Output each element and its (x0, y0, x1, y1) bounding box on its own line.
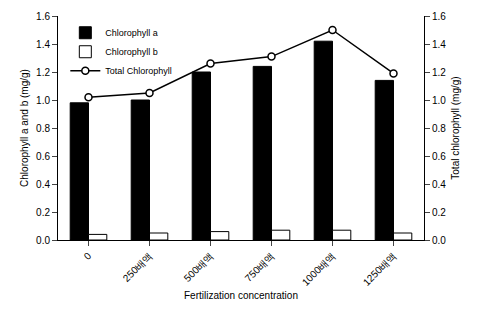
svg-text:Chlorophyll b: Chlorophyll b (105, 47, 158, 57)
svg-text:750배액: 750배액 (243, 250, 277, 284)
svg-text:0.2: 0.2 (36, 207, 50, 218)
svg-text:0.4: 0.4 (36, 179, 50, 190)
svg-text:1.6: 1.6 (36, 11, 50, 22)
svg-text:1000배액: 1000배액 (300, 250, 338, 288)
svg-text:1.4: 1.4 (36, 39, 50, 50)
svg-text:0: 0 (82, 250, 94, 262)
svg-text:0.6: 0.6 (36, 151, 50, 162)
svg-text:0.0: 0.0 (432, 235, 446, 246)
svg-text:0.8: 0.8 (36, 123, 50, 134)
svg-text:500배액: 500배액 (182, 250, 216, 284)
svg-text:1.4: 1.4 (432, 39, 446, 50)
svg-text:0.6: 0.6 (432, 151, 446, 162)
svg-text:1.0: 1.0 (36, 95, 50, 106)
svg-text:1.2: 1.2 (36, 67, 50, 78)
svg-text:Total Chlorophyll: Total Chlorophyll (105, 66, 172, 76)
svg-text:1.6: 1.6 (432, 11, 446, 22)
svg-text:Chlorophyll a: Chlorophyll a (105, 28, 158, 38)
svg-text:0.8: 0.8 (432, 123, 446, 134)
svg-text:1250배액: 1250배액 (361, 250, 399, 288)
svg-text:1.2: 1.2 (432, 67, 446, 78)
svg-text:Chlorophyll a and b (mg/g): Chlorophyll a and b (mg/g) (19, 69, 30, 187)
svg-text:0.2: 0.2 (432, 207, 446, 218)
svg-text:1.0: 1.0 (432, 95, 446, 106)
svg-text:250배액: 250배액 (121, 250, 155, 284)
svg-text:Fertilization concentration: Fertilization concentration (184, 290, 298, 301)
svg-text:0.0: 0.0 (36, 235, 50, 246)
svg-text:0.4: 0.4 (432, 179, 446, 190)
svg-text:Total chlorophyll (mg/g): Total chlorophyll (mg/g) (450, 76, 461, 179)
